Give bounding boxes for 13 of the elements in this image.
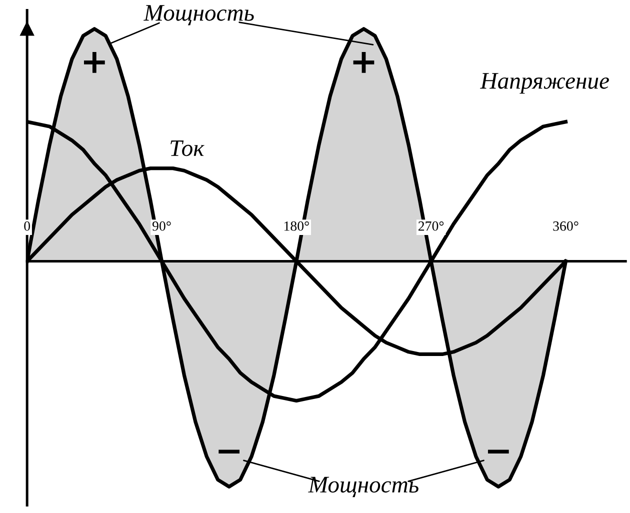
series-label: Ток	[170, 140, 204, 156]
x-tick-label: 180°	[284, 221, 309, 231]
annotation: Мощность	[308, 476, 418, 498]
annotation: +	[353, 52, 374, 73]
annotation: −	[218, 450, 240, 454]
x-tick-label: 270°	[418, 221, 444, 231]
x-tick-label: 360°	[553, 221, 578, 231]
annotation: −	[488, 450, 509, 454]
series-label: Мощность	[143, 5, 254, 26]
series-label: Напряжение	[480, 73, 609, 94]
x-tick-label: 0	[24, 221, 30, 231]
annotation: +	[84, 52, 105, 73]
x-tick-label: 90°	[152, 221, 171, 231]
